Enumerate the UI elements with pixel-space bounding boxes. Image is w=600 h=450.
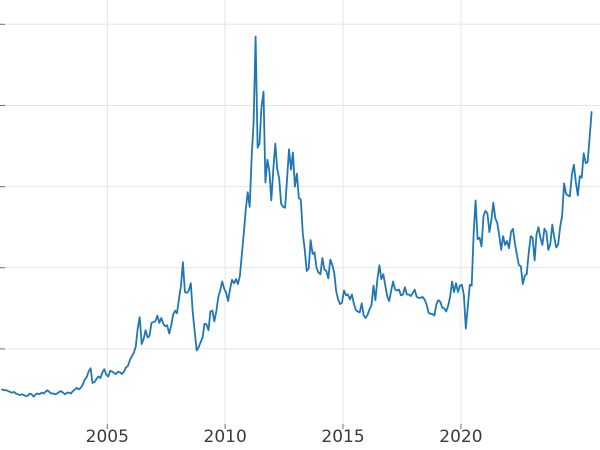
- axis-tick-marks: [0, 23, 462, 429]
- x-tick-label-2005: 2005: [85, 427, 129, 447]
- x-tick-label-2015: 2015: [321, 427, 365, 447]
- x-tick-label-2020: 2020: [439, 427, 483, 447]
- gridlines: [0, 0, 600, 424]
- price-line-series: [1, 35, 593, 398]
- x-tick-label-2010: 2010: [203, 427, 247, 447]
